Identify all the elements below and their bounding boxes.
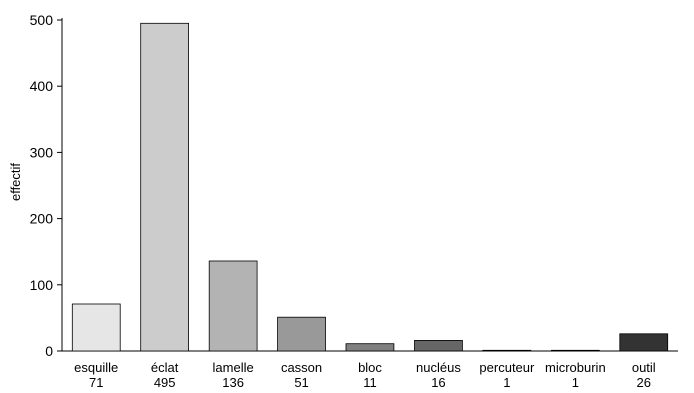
value-label: 71 [89, 375, 103, 390]
category-label: percuteur [479, 360, 535, 375]
bar-lamelle [208, 260, 258, 352]
category-label: microburin [545, 360, 606, 375]
category-label: bloc [358, 360, 382, 375]
value-label: 26 [637, 375, 651, 390]
category-label: lamelle [213, 360, 254, 375]
y-tick-label: 400 [30, 78, 54, 94]
bar-éclat [140, 22, 189, 352]
category-label: outil [632, 360, 656, 375]
value-label: 1 [503, 375, 510, 390]
y-tick-label: 500 [30, 12, 54, 28]
bar-nucléus [414, 339, 463, 352]
y-tick-label: 300 [30, 144, 54, 160]
y-axis-title: effectif [8, 163, 23, 201]
bar-esquille [71, 303, 121, 352]
value-label: 51 [294, 375, 308, 390]
value-label: 1 [572, 375, 579, 390]
bar-microburin [551, 349, 600, 352]
value-label: 495 [154, 375, 176, 390]
value-label: 136 [222, 375, 244, 390]
y-tick-label: 200 [30, 211, 54, 227]
value-label: 11 [363, 375, 377, 390]
bar-casson [277, 316, 326, 352]
value-label: 16 [431, 375, 445, 390]
y-tick-label: 0 [45, 343, 53, 359]
category-label: éclat [151, 360, 179, 375]
category-label: nucléus [416, 360, 461, 375]
y-tick-label: 100 [30, 277, 54, 293]
bar-outil [619, 333, 669, 352]
category-label: casson [281, 360, 322, 375]
bars [71, 22, 669, 352]
bar-percuteur [482, 349, 532, 352]
bar-bloc [345, 343, 395, 352]
axes: 0 100 200 300 400 500 [30, 12, 678, 359]
category-label: esquille [74, 360, 118, 375]
